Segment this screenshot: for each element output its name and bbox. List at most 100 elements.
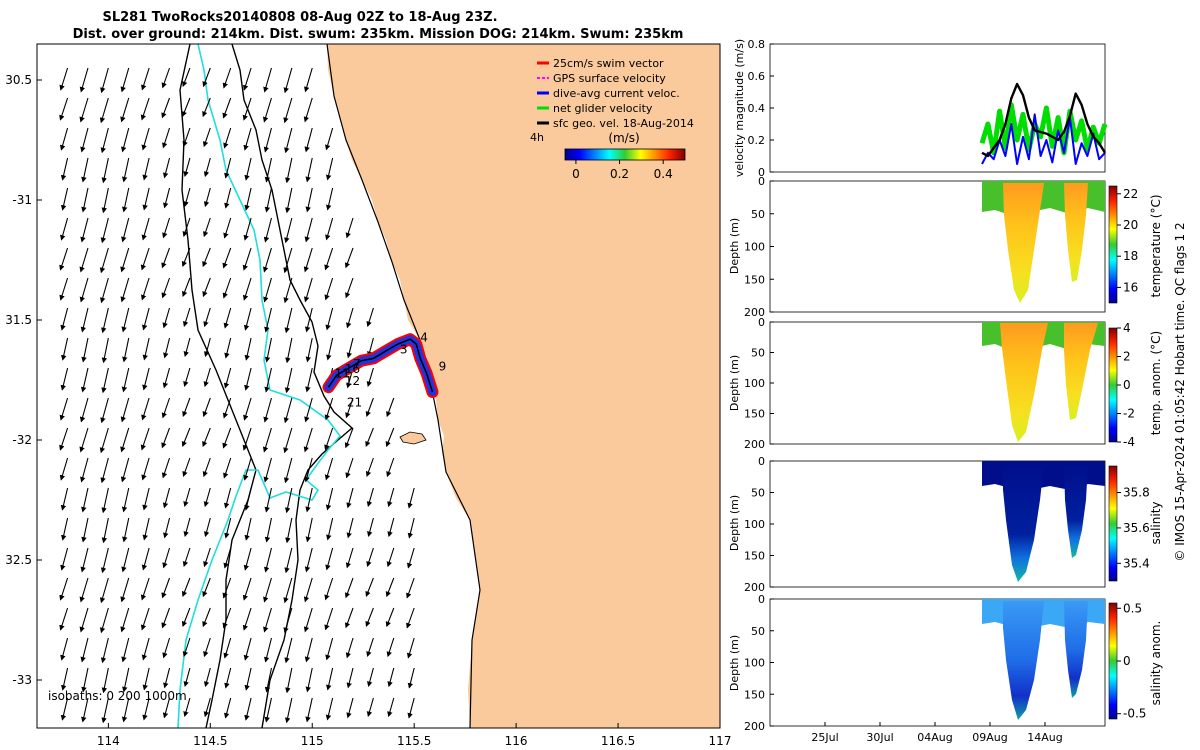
geo-velocity-arrow: [141, 127, 150, 151]
geo-velocity-arrow: [162, 127, 171, 149]
depth-tick-label: 100: [744, 377, 765, 390]
geo-velocity-arrow: [284, 127, 293, 154]
salinity-plume-1: [1003, 463, 1044, 582]
geo-velocity-arrow: [262, 97, 272, 123]
geo-velocity-arrow: [283, 97, 293, 124]
depth-tick-label: 0: [758, 455, 765, 468]
geo-velocity-arrow: [367, 517, 374, 538]
salinity-anomaly-colorbar: [1108, 602, 1118, 720]
geo-velocity-arrow: [101, 667, 109, 694]
velocity-y-tick-label: 0.6: [748, 70, 766, 83]
colorbar-tick-label: 16: [1123, 280, 1138, 294]
geo-velocity-arrow: [182, 397, 191, 418]
geo-velocity-arrow: [181, 427, 191, 448]
geo-velocity-arrow: [326, 337, 334, 361]
geo-velocity-arrow: [202, 457, 211, 478]
geo-velocity-arrow: [60, 667, 69, 691]
geo-velocity-arrow: [285, 157, 293, 184]
geo-velocity-arrow: [142, 487, 150, 511]
rottnest-island: [399, 431, 427, 445]
geo-velocity-arrow: [120, 427, 130, 453]
geo-velocity-arrow: [162, 487, 171, 509]
geo-velocity-arrow: [264, 157, 273, 183]
geo-velocity-arrow: [264, 667, 273, 693]
geo-velocity-arrow: [325, 217, 334, 241]
salinity-anomaly-plume-1: [1003, 601, 1044, 720]
velocity-ylabel: velocity magnitude (m/s): [733, 39, 746, 177]
geo-velocity-arrow: [263, 397, 272, 423]
geo-velocity-arrow: [264, 517, 273, 543]
geo-velocity-arrow: [244, 337, 252, 361]
geo-velocity-arrow: [80, 127, 89, 153]
geo-velocity-arrow: [284, 697, 293, 724]
salinity-anomaly-panel: Depth (m) salinity anom.: [728, 598, 1163, 727]
geo-velocity-arrow: [344, 607, 354, 629]
geo-velocity-arrow: [242, 577, 252, 601]
colorbar-units: (m/s): [608, 131, 639, 145]
geo-velocity-arrow: [366, 697, 374, 718]
geo-velocity-arrow: [59, 247, 69, 271]
colorbar-tick-label: 0: [1123, 654, 1131, 668]
geo-velocity-arrow: [79, 67, 89, 93]
depth-tick-label: 50: [751, 625, 765, 638]
geo-velocity-arrow: [346, 697, 354, 719]
geo-velocity-arrow: [284, 547, 293, 574]
geo-velocity-arrow: [120, 67, 130, 93]
geo-velocity-arrow: [99, 247, 109, 274]
geo-velocity-arrow: [325, 487, 334, 511]
geo-velocity-arrow: [141, 67, 150, 91]
colorbar-tick-label: 35.8: [1123, 486, 1150, 500]
geo-velocity-arrow: [79, 607, 89, 633]
map-x-ticks: 114 114.5 115 115.5 116 116.5 117: [97, 723, 731, 748]
temperature-ylabel: Depth (m): [728, 218, 741, 274]
geo-velocity-arrow: [181, 97, 191, 118]
salinity-panel: Depth (m) salinity: [728, 460, 1163, 588]
velocity-panel: 0 0.2 0.4 0.6 0.8 velocity magnitude (m/s): [733, 38, 1108, 179]
geo-velocity-arrow: [181, 577, 191, 598]
geo-velocity-arrow: [141, 217, 150, 241]
geo-velocity-arrow: [325, 307, 334, 331]
geo-velocity-arrow: [162, 697, 171, 719]
geo-velocity-arrow: [367, 337, 374, 358]
geo-velocity-arrow: [305, 487, 313, 513]
temperature-colorbar: [1108, 185, 1118, 304]
geo-velocity-arrow: [284, 307, 293, 334]
geo-velocity-arrow: [182, 277, 191, 298]
geo-velocity-arrow: [387, 517, 395, 538]
geo-velocity-arrow: [101, 157, 109, 184]
geo-velocity-arrow: [163, 337, 171, 359]
geo-velocity-arrow: [181, 607, 191, 628]
geo-velocity-arrow: [407, 667, 415, 689]
geo-velocity-arrow: [202, 427, 211, 448]
date-tick-label: 14Aug: [1027, 731, 1062, 744]
geo-velocity-arrow: [122, 187, 130, 213]
geo-velocity-arrow: [243, 307, 252, 331]
geo-velocity-arrow: [244, 187, 252, 211]
map-y-tick-label: -33: [12, 673, 32, 687]
legend-dive: dive-avg current veloc.: [553, 87, 680, 100]
temp-anomaly-colorbar: [1108, 327, 1118, 443]
colorbar-tick-label: 0.5: [1123, 601, 1142, 615]
geo-velocity-arrow: [141, 547, 150, 571]
depth-tick-label: 50: [751, 347, 765, 360]
geo-velocity-arrow: [263, 217, 272, 243]
geo-velocity-arrow: [283, 277, 293, 304]
colorbar-tick-label: 4: [1123, 321, 1131, 335]
geo-velocity-arrow: [120, 277, 130, 303]
geo-velocity-arrow: [101, 307, 109, 334]
geo-velocity-arrow: [285, 337, 293, 364]
geo-velocity-arrow: [80, 367, 89, 393]
colorbar-tick-label: 0: [1123, 378, 1131, 392]
colorbar-tick-label: 22: [1123, 187, 1138, 201]
geo-velocity-arrow: [79, 397, 89, 423]
isobath-200: [231, 44, 354, 728]
colorbar-4h-label: 4h: [530, 131, 544, 144]
right-panel-ticks: 0 50 100 150 200 16 18 20 22 0 50 100 150 200 -4 -2 0 2 4 0…: [744, 175, 1150, 744]
geo-velocity-arrow: [303, 97, 313, 123]
geo-velocity-arrow: [141, 397, 150, 421]
colorbar-tick-label: 35.4: [1123, 556, 1150, 570]
geo-velocity-arrow: [99, 607, 109, 634]
map-colorbar-ticks: 0 0.2 0.4: [572, 160, 673, 181]
geo-velocity-arrow: [242, 247, 252, 271]
geo-velocity-arrow: [182, 637, 191, 658]
